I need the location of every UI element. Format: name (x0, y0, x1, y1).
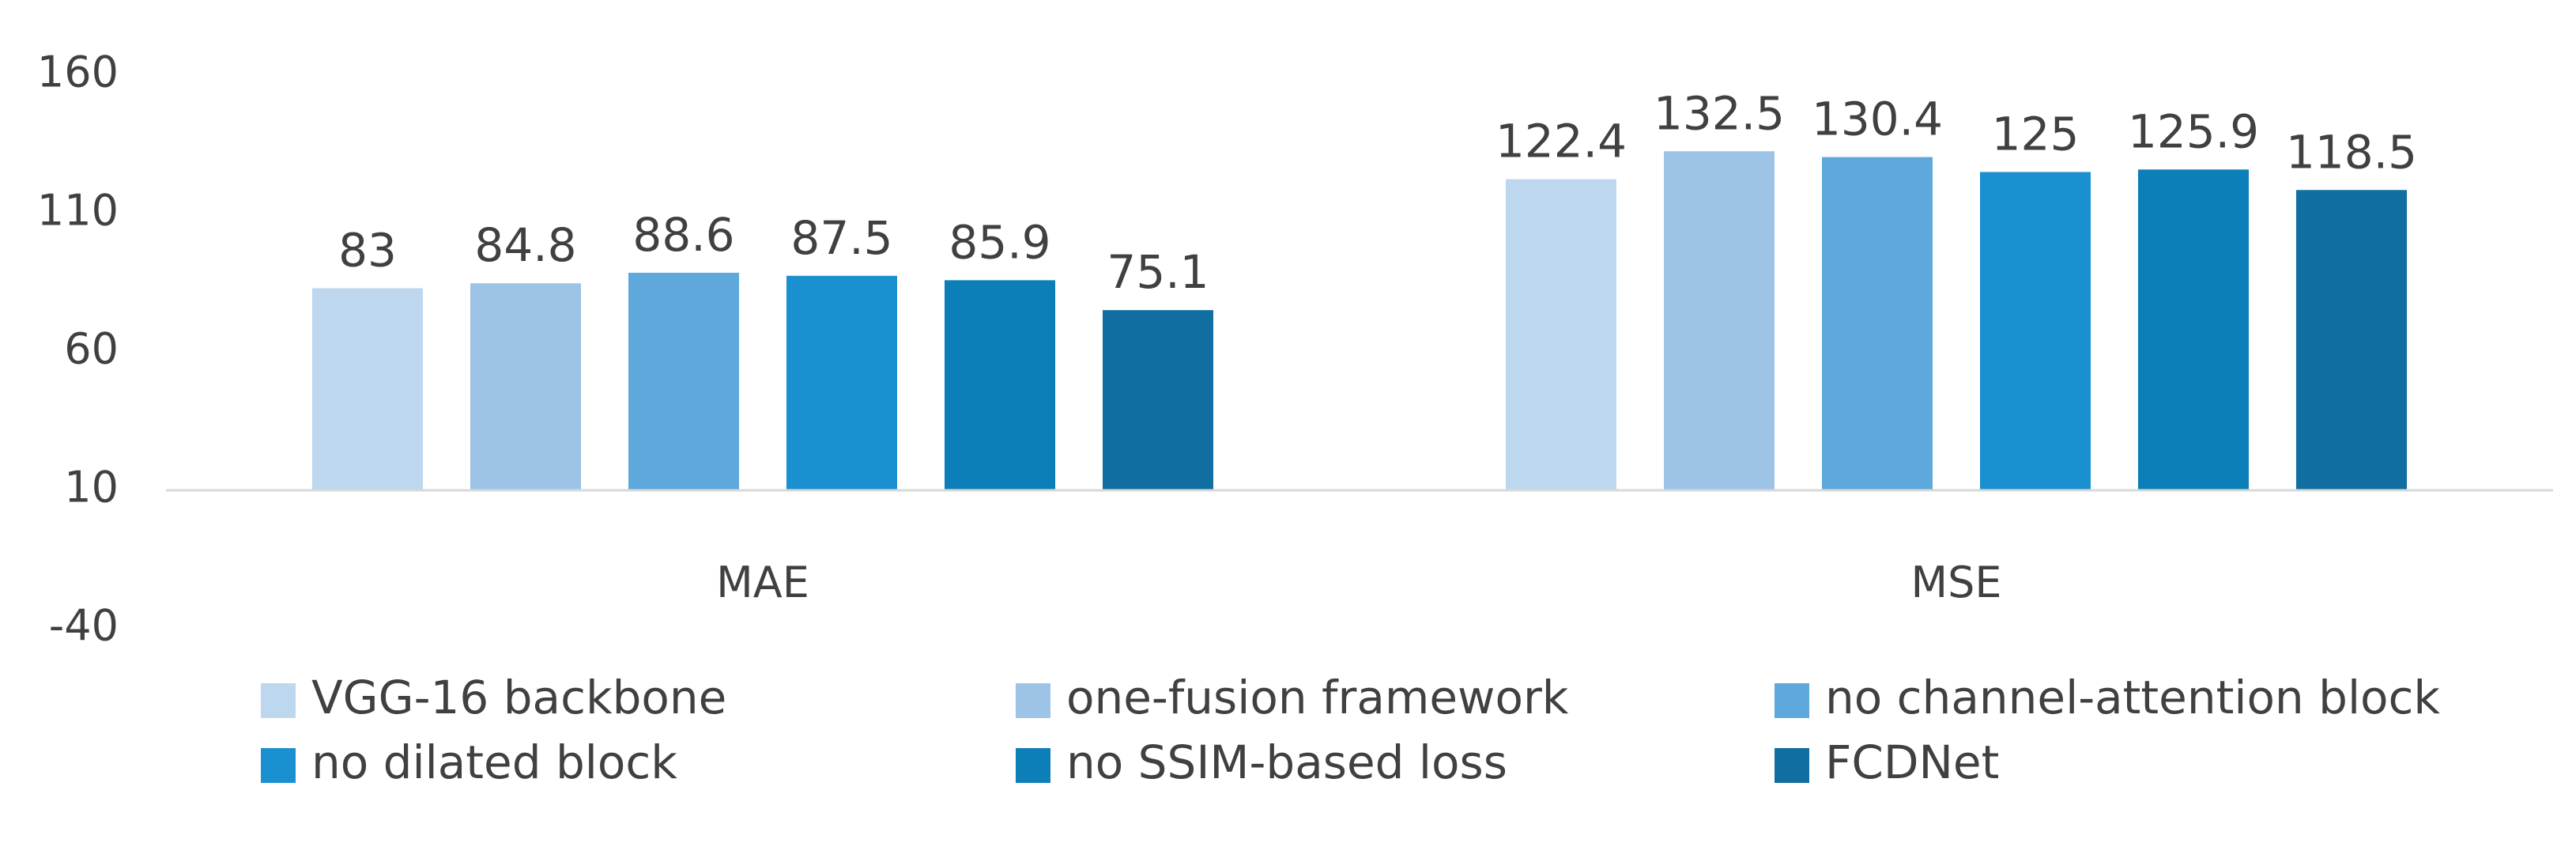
legend-swatch (1016, 748, 1050, 783)
legend-label: no dilated block (311, 735, 677, 789)
legend-label: no SSIM-based loss (1066, 735, 1507, 789)
legend-item: no dilated block (261, 735, 677, 789)
legend-swatch (261, 748, 296, 783)
data-label: 132.5 (1654, 86, 1785, 140)
legend-item: no SSIM-based loss (1016, 735, 1507, 789)
legend-label: no channel-attention block (1825, 671, 2440, 724)
y-axis-ticks: 160 110 60 10 -40 (37, 47, 119, 651)
bar (2296, 190, 2407, 490)
legend-swatch (261, 683, 296, 718)
data-label: 75.1 (1107, 245, 1209, 299)
legend-swatch (1016, 683, 1050, 718)
bar (312, 288, 423, 490)
legend-label: VGG-16 backbone (311, 671, 726, 724)
y-tick-label: 10 (64, 463, 119, 512)
data-label: 122.4 (1495, 115, 1627, 168)
y-tick-label: -40 (49, 601, 119, 651)
bar (1664, 151, 1775, 490)
data-label: 87.5 (790, 211, 892, 265)
data-label: 88.6 (632, 208, 734, 262)
legend-item: FCDNet (1775, 735, 1999, 789)
data-label: 118.5 (2286, 125, 2417, 179)
bars (312, 151, 2407, 490)
category-label: MAE (716, 558, 809, 607)
data-label: 84.8 (474, 218, 576, 272)
bar (470, 283, 581, 490)
legend-item: no channel-attention block (1775, 671, 2440, 724)
data-label: 83 (338, 224, 397, 278)
legend-item: VGG-16 backbone (261, 671, 726, 724)
y-tick-label: 60 (64, 324, 119, 374)
legend-label: one-fusion framework (1066, 671, 1569, 724)
y-tick-label: 110 (37, 186, 119, 236)
data-label: 130.4 (1812, 93, 1943, 146)
bar (628, 272, 739, 490)
bar (1103, 310, 1213, 490)
legend-swatch (1775, 748, 1809, 783)
data-labels: 83 84.8 88.6 87.5 85.9 75.1 122.4 132.5 130.4 125… (338, 86, 2417, 299)
data-label: 85.9 (949, 215, 1050, 269)
bar (1980, 172, 2091, 490)
bar (1506, 179, 1616, 490)
bar (945, 280, 1055, 490)
data-label: 125.9 (2128, 104, 2259, 158)
bar (2138, 169, 2249, 490)
bar (1822, 157, 1933, 490)
y-tick-label: 160 (37, 47, 119, 97)
legend: VGG-16 backbone one-fusion framework no ch… (261, 671, 2440, 789)
legend-label: FCDNet (1825, 735, 1999, 789)
legend-item: one-fusion framework (1016, 671, 1569, 724)
legend-swatch (1775, 683, 1809, 718)
bar (786, 275, 897, 490)
category-labels: MAE MSE (716, 558, 2001, 607)
data-label: 125 (1992, 108, 2080, 161)
category-label: MSE (1911, 558, 2002, 607)
